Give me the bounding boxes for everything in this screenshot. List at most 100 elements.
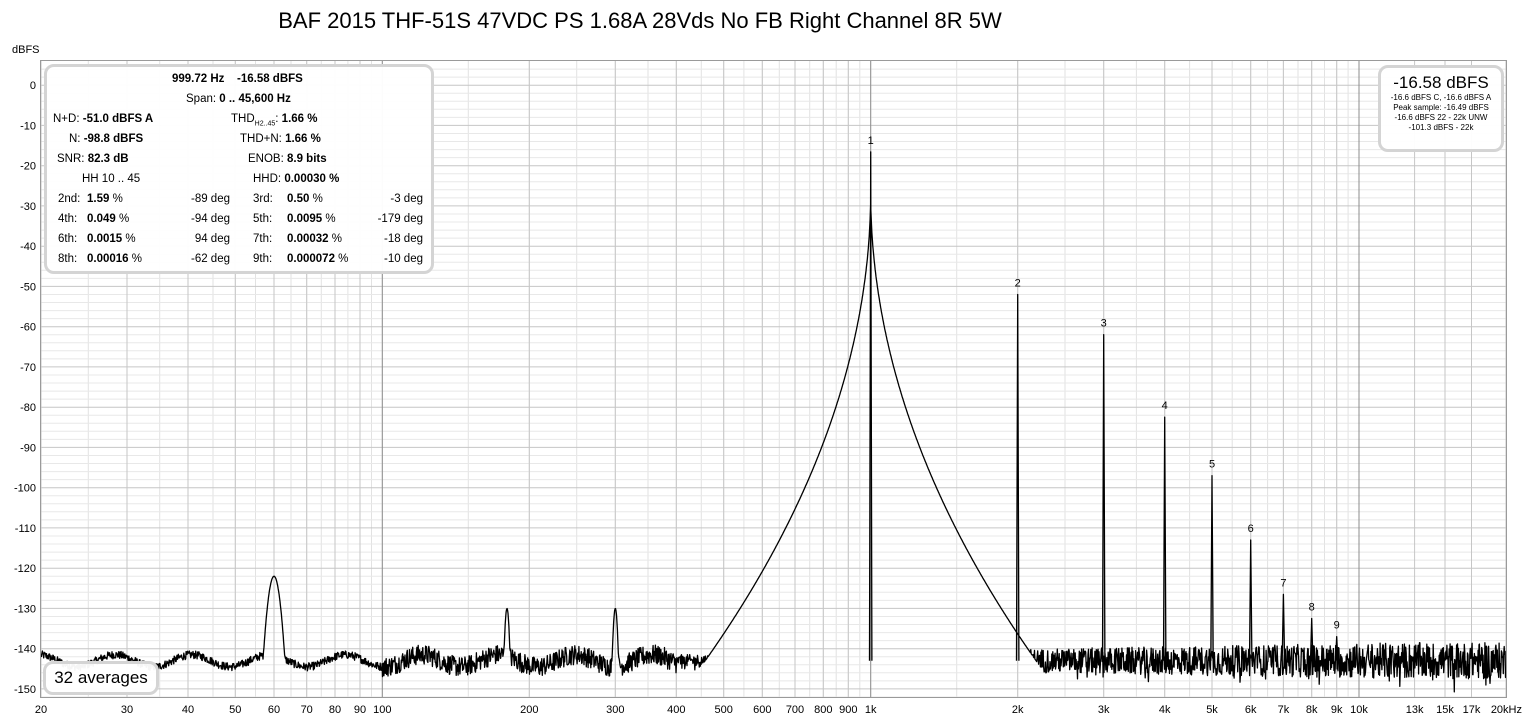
x-axis-tick-labels: 20 30 40 50 60 70 80 90 100 200 300 400 500 600 700 800… [35,704,1522,716]
harmonic-marker-label: 6 [1248,523,1254,535]
nd-value: -51.0 dBFS A [82,113,154,125]
harmonic-value: 1.59 [87,193,110,205]
x-tick-label: 300 [606,704,624,716]
harmonic-value-group: 0.000072 % [287,253,348,265]
harmonic-value-group: 0.0015 % [87,233,136,245]
peak-main-value: -16.58 dBFS [1393,73,1489,92]
hhd-label: HHD: [253,173,282,185]
plot-border [40,60,1507,698]
y-tick-label: -40 [20,241,36,253]
y-axis-tick-labels: 0 -10 -20 -30 -40 -50 -60 -70 -80 -90 -100 -110 -120… [14,80,36,696]
harmonic-name: 7th: [253,233,273,245]
harmonic-marker-label: 7 [1280,577,1286,589]
harmonic-value: 0.0095 [287,213,323,225]
enob-label: ENOB: [248,153,284,165]
harmonic-marker-label: 8 [1309,602,1315,614]
harmonic-phase: -62 deg [190,253,230,265]
harmonic-marker-label: 9 [1334,620,1340,632]
harmonic-unit: % [112,193,123,205]
y-tick-label: -80 [20,402,36,414]
y-tick-label: -90 [20,442,36,454]
harmonic-unit: % [325,213,336,225]
y-tick-label: 0 [30,80,36,92]
harmonic-unit: % [125,233,136,245]
x-tick-label: 1k [865,704,877,716]
harmonic-unit: % [312,193,323,205]
y-tick-label: -10 [20,120,36,132]
x-tick-label: 4k [1159,704,1171,716]
x-tick-label: 40 [182,704,194,716]
harmonic-name: 4th: [58,213,78,225]
harmonic-unit: % [118,213,130,225]
harmonic-phase: 94 deg [194,233,230,245]
x-tick-label: 15k [1436,704,1454,716]
measurement-panel: 999.72 Hz -16.58 dBFS Span: 0 .. 45,600 … [44,64,434,274]
harmonic-value: 0.00032 [287,233,329,245]
harmonic-value-group: 0.0095 % [287,213,336,225]
snr-value: 82.3 dB [87,153,129,165]
thdn-label: THD+N: [240,133,282,145]
peak-unweighted: -16.6 dBFS 22 - 22k UNW [1394,113,1488,122]
x-tick-label: 6k [1245,704,1257,716]
chart-title: BAF 2015 THF-51S 47VDC PS 1.68A 28Vds No… [278,8,1002,33]
harmonic-phase: -10 deg [383,253,423,265]
harmonic-marker-label: 4 [1162,400,1168,412]
x-tick-label: 200 [520,704,538,716]
harmonic-phase: -179 deg [377,213,423,225]
x-tick-label: 5k [1206,704,1218,716]
x-tick-label: 80 [329,704,341,716]
fundamental-level: -16.58 dBFS [237,73,303,85]
y-tick-label: -130 [14,603,36,615]
harmonic-phase: -89 deg [190,193,230,205]
spectrum-trace [40,151,1507,693]
thd-value: 1.66 % [281,113,318,125]
x-tick-label: 20kHz [1491,704,1522,716]
n-value: -98.8 dBFS [83,133,144,145]
peak-noise-level: -101.3 dBFS - 22k [1408,123,1474,132]
harmonic-value: 0.0015 [87,233,123,245]
hhd-value: 0.00030 % [284,173,340,185]
harmonic-marker-label: 1 [868,135,874,147]
harmonic-name: 3rd: [253,193,273,205]
harmonic-value: 0.00016 [87,253,129,265]
x-tick-label: 7k [1278,704,1290,716]
x-tick-label: 17k [1463,704,1481,716]
nd-label: N+D: [53,113,80,125]
x-tick-label: 3k [1098,704,1110,716]
x-tick-label: 900 [839,704,857,716]
x-tick-label: 13k [1406,704,1424,716]
harmonic-value-group: 1.59 % [87,193,123,205]
x-tick-label: 700 [786,704,804,716]
thd-range: H2..45 [254,120,276,128]
thd-label: THD [231,113,255,125]
harmonic-phase: -18 deg [383,233,423,245]
peak-sample: Peak sample: -16.49 dBFS [1393,103,1489,112]
harmonic-unit: % [331,233,343,245]
x-tick-label: 20 [35,704,47,716]
x-tick-label: 2k [1012,704,1024,716]
harmonic-name: 5th: [253,213,273,225]
harmonic-phase: -3 deg [390,193,423,205]
harmonic-value-group: 0.049 % [87,213,129,225]
y-tick-label: -120 [14,563,36,575]
harmonic-name: 8th: [58,253,78,265]
harmonic-labels: 1 2 3 4 5 6 7 8 9 [868,135,1340,632]
x-tick-label: 9k [1331,704,1343,716]
harmonic-name: 2nd: [58,193,81,205]
y-tick-label: -70 [20,362,36,374]
snr-label: SNR: [57,153,85,165]
thdn-value: 1.66 % [285,133,321,145]
y-tick-label: -150 [14,684,36,696]
averages-badge: 32 averages [43,661,159,695]
span-label: Span: [186,93,217,105]
harmonic-value-group: 0.50 % [287,193,323,205]
harmonic-marker-label: 2 [1015,278,1021,290]
harmonic-value-group: 0.00032 % [287,233,342,245]
x-tick-label: 8k [1306,704,1318,716]
harmonic-name: 6th: [58,233,78,245]
y-tick-label: -110 [15,523,36,535]
y-tick-label: -50 [20,281,36,293]
peak-level-panel: -16.58 dBFS -16.6 dBFS C, -16.6 dBFS A P… [1378,65,1504,152]
enob-value: 8.9 bits [287,153,327,165]
y-tick-label: -20 [20,161,36,173]
